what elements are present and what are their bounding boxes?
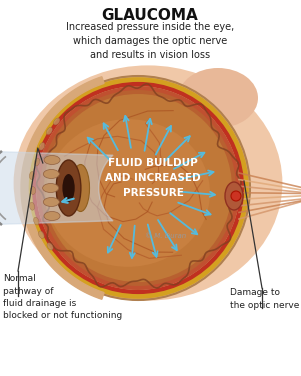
Circle shape xyxy=(26,76,250,300)
Ellipse shape xyxy=(39,143,45,150)
Text: Normal
pathway of
fluid drainage is
blocked or not functioning: Normal pathway of fluid drainage is bloc… xyxy=(3,274,122,320)
Polygon shape xyxy=(21,77,104,299)
Ellipse shape xyxy=(39,231,44,238)
Ellipse shape xyxy=(46,119,210,267)
Ellipse shape xyxy=(44,211,60,220)
Ellipse shape xyxy=(29,171,35,179)
Ellipse shape xyxy=(14,65,282,300)
Ellipse shape xyxy=(62,174,75,202)
Text: FLUID BUILDUP
AND INCREASED
PRESSURE: FLUID BUILDUP AND INCREASED PRESSURE xyxy=(105,158,201,198)
Ellipse shape xyxy=(178,68,258,128)
Ellipse shape xyxy=(34,217,39,225)
Ellipse shape xyxy=(43,183,59,193)
Text: Damage to
the optic nerve: Damage to the optic nerve xyxy=(230,288,299,309)
Circle shape xyxy=(231,191,241,201)
Ellipse shape xyxy=(43,170,59,179)
Ellipse shape xyxy=(46,127,52,135)
Ellipse shape xyxy=(43,197,59,206)
Text: GLAUCOMA: GLAUCOMA xyxy=(102,8,198,23)
Text: © M. Duran: © M. Duran xyxy=(145,233,187,239)
Circle shape xyxy=(36,86,240,290)
Ellipse shape xyxy=(72,164,89,212)
Polygon shape xyxy=(0,152,113,224)
Ellipse shape xyxy=(54,118,60,125)
Ellipse shape xyxy=(34,158,40,166)
Circle shape xyxy=(44,94,232,282)
Text: Increased pressure inside the eye,
which damages the optic nerve
and results in : Increased pressure inside the eye, which… xyxy=(66,22,234,60)
Ellipse shape xyxy=(30,186,36,195)
Circle shape xyxy=(40,90,236,286)
Ellipse shape xyxy=(56,160,81,216)
Ellipse shape xyxy=(47,243,53,250)
Ellipse shape xyxy=(29,202,35,210)
Ellipse shape xyxy=(225,182,243,210)
Ellipse shape xyxy=(44,156,60,165)
